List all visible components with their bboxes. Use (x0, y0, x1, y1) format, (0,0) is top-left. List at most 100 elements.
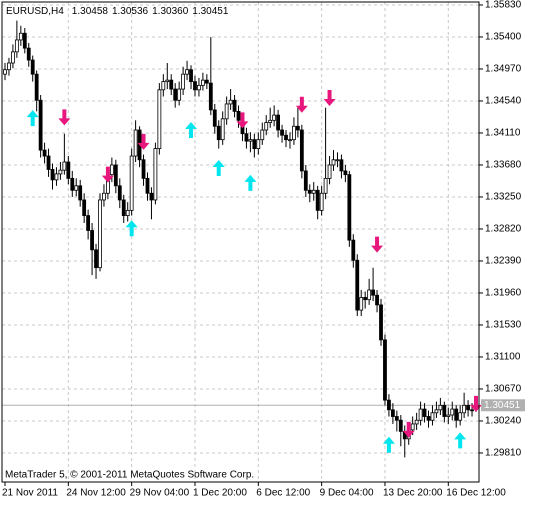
candle-body (38, 99, 43, 151)
candle-body (359, 297, 364, 311)
candle-body (256, 139, 261, 150)
candle-body (181, 73, 186, 90)
candle-body (248, 139, 253, 142)
candle-body (331, 159, 336, 166)
candle-body (434, 409, 439, 414)
candle-body (418, 408, 423, 421)
candle-body (458, 412, 463, 421)
sell-arrow (323, 90, 336, 106)
candle-body (98, 199, 102, 269)
sell-arrow (295, 96, 308, 113)
candle-body (161, 81, 166, 91)
candle-body (454, 408, 459, 421)
candle-body (189, 69, 193, 83)
buy-arrow (26, 110, 39, 127)
candle-body (335, 159, 340, 162)
candle-body (438, 404, 443, 411)
x-tick-label: 9 Dec 04:00 (320, 488, 374, 499)
candle-body (125, 209, 130, 216)
candle-body (26, 47, 31, 61)
ohlc: 1.30536 (112, 6, 149, 17)
candle-body (268, 119, 273, 123)
y-tick-label: 1.32820 (485, 224, 522, 235)
candle-body (109, 164, 114, 176)
candle-body (208, 82, 213, 111)
candle-body (466, 404, 470, 411)
marks (3, 20, 482, 458)
candle-body (90, 230, 94, 251)
buy-arrow (185, 122, 198, 138)
candle-body (430, 412, 435, 421)
candle-body (185, 69, 189, 75)
candle-body (410, 423, 415, 431)
candle-body (446, 414, 451, 417)
ohlc: 1.30451 (192, 6, 229, 17)
candle-body (11, 51, 15, 64)
y-tick-label: 1.31530 (485, 320, 522, 331)
candle-body (18, 32, 23, 41)
sell-arrow (236, 112, 249, 129)
candle-body (78, 185, 83, 201)
candle-body (450, 408, 455, 416)
candle-body (153, 148, 158, 201)
candle-body (216, 125, 221, 141)
candle-body (70, 177, 75, 191)
candle-body (7, 62, 11, 71)
x-tick-label: 29 Nov 04:00 (130, 488, 190, 499)
price-label-box (481, 399, 525, 412)
y-tick-label: 1.30670 (485, 384, 522, 395)
candle-body (117, 185, 122, 201)
candle-body (232, 99, 237, 112)
candle-body (244, 133, 249, 142)
y-tick-label: 1.33680 (485, 160, 522, 171)
candle-body (34, 73, 39, 101)
candle-body (228, 99, 233, 105)
candle-body (323, 177, 328, 194)
candle-body (343, 170, 348, 176)
candle-body (390, 409, 395, 417)
candle-body (3, 69, 7, 75)
sell-arrow (371, 236, 384, 253)
candle-body (379, 304, 383, 341)
ohlc: 1.30458 (72, 6, 109, 17)
x-tick-label: 16 Dec 12:00 (446, 488, 506, 499)
candle-body (42, 149, 47, 157)
candle-body (252, 139, 257, 150)
candle-body (193, 81, 197, 91)
y-tick-label: 1.29810 (485, 448, 522, 459)
candle-body (113, 164, 118, 187)
candle-body (375, 294, 379, 306)
candle-body (272, 114, 277, 121)
candle-body (367, 289, 372, 301)
candle-body (197, 84, 201, 91)
candle-body (157, 89, 162, 150)
y-tick-label: 1.30240 (485, 416, 522, 427)
ohlc: 1.30360 (152, 6, 189, 17)
candle-body (280, 129, 284, 136)
candle-body (58, 169, 63, 175)
y-tick-label: 1.33250 (485, 192, 522, 203)
sell-arrow (137, 133, 150, 150)
symbol: EURUSD,H4 (6, 6, 64, 17)
candle-body (212, 109, 217, 127)
candle-body (414, 419, 419, 425)
candle-body (351, 239, 356, 261)
y-tick-label: 1.34110 (485, 128, 521, 139)
candle-body (299, 129, 304, 172)
candle-body (303, 170, 308, 191)
plot-border (1, 1, 480, 483)
candle-body (315, 189, 320, 211)
candle-body (173, 88, 178, 101)
candle-body (462, 404, 467, 414)
candle-body (22, 32, 27, 49)
y-tick-label: 1.34970 (485, 64, 522, 75)
candle-body (121, 199, 126, 216)
x-tick-label: 24 Nov 12:00 (66, 488, 126, 499)
candle-body (292, 125, 296, 141)
sell-arrow (58, 109, 71, 126)
candle-body (387, 399, 391, 411)
grid (2, 2, 479, 482)
candle-body (200, 79, 205, 86)
candle-body (264, 122, 269, 131)
